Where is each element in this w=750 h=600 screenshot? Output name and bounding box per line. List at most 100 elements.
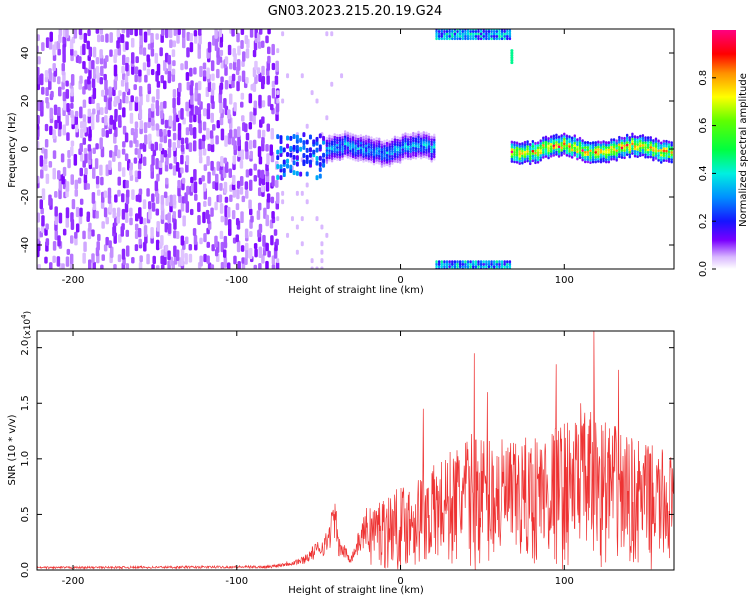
- heatmap-cell: [216, 161, 220, 171]
- heatmap-cell: [279, 139, 283, 145]
- heatmap-cell: [506, 262, 509, 266]
- heatmap-cell: [610, 155, 613, 159]
- heatmap-cell: [607, 153, 611, 157]
- heatmap-cell: [584, 141, 587, 145]
- heatmap-cell: [404, 139, 407, 143]
- heatmap-cell: [241, 115, 245, 122]
- heatmap-y-label: Frequency (Hz): [7, 112, 18, 188]
- heatmap-cell: [500, 32, 504, 36]
- heatmap-cell: [75, 223, 80, 233]
- heatmap-cell: [618, 155, 621, 159]
- heatmap-cell: [320, 266, 324, 269]
- heatmap-cell: [240, 39, 244, 49]
- heatmap-cell: [584, 157, 587, 161]
- heatmap-cell: [594, 141, 597, 145]
- heatmap-cell: [456, 32, 459, 36]
- heatmap-cell: [92, 261, 96, 269]
- heatmap-cell: [380, 145, 384, 149]
- heatmap-cell: [370, 160, 373, 164]
- heatmap-cell: [194, 35, 198, 44]
- heatmap-cell: [186, 31, 191, 42]
- heatmap-cell: [443, 34, 446, 38]
- heatmap-cell: [50, 90, 54, 98]
- heatmap-cell: [482, 29, 485, 33]
- heatmap-cell: [641, 146, 645, 150]
- heatmap-cell: [581, 156, 584, 160]
- heatmap-cell: [625, 148, 629, 152]
- heatmap-cell: [199, 255, 203, 267]
- heatmap-cell: [163, 128, 167, 136]
- heatmap-cell: [333, 149, 336, 153]
- heatmap-cell: [330, 149, 334, 153]
- heatmap-cell: [125, 56, 130, 64]
- heatmap-cell: [289, 152, 293, 158]
- heatmap-cell: [325, 31, 329, 37]
- heatmap-cell: [498, 29, 501, 33]
- heatmap-cell: [131, 64, 135, 75]
- heatmap-cell: [249, 230, 253, 238]
- heatmap-cell: [652, 139, 655, 143]
- heatmap-cell: [364, 144, 368, 148]
- heatmap-cell: [448, 260, 451, 264]
- heatmap-cell: [570, 155, 574, 159]
- heatmap-cell: [275, 192, 280, 204]
- heatmap-cell: [531, 154, 535, 158]
- heatmap-cell: [631, 135, 634, 139]
- heatmap-cell: [547, 153, 550, 157]
- heatmap-cell: [433, 133, 436, 137]
- heatmap-cell: [114, 194, 118, 203]
- heatmap-cell: [513, 160, 516, 164]
- heatmap-cell: [282, 168, 286, 174]
- heatmap-cell: [79, 106, 83, 119]
- heatmap-cell: [513, 145, 516, 149]
- heatmap-cell: [625, 138, 629, 142]
- heatmap-cell: [266, 153, 270, 165]
- heatmap-cell: [112, 119, 117, 130]
- heatmap-cell: [266, 46, 271, 55]
- heatmap-cell: [552, 134, 556, 138]
- heatmap-cell: [315, 216, 319, 222]
- heatmap-cell: [372, 160, 376, 164]
- heatmap-cell: [662, 139, 666, 143]
- heatmap-cell: [362, 159, 365, 163]
- heatmap-cell: [330, 152, 334, 156]
- heatmap-cell: [249, 208, 253, 216]
- heatmap-cell: [328, 149, 331, 153]
- heatmap-cell: [45, 223, 49, 230]
- heatmap-cell: [299, 137, 303, 143]
- heatmap-cell: [388, 154, 391, 158]
- heatmap-cell: [116, 149, 121, 159]
- heatmap-cell: [41, 188, 46, 201]
- heatmap-cell: [584, 143, 587, 147]
- heatmap-cell: [549, 140, 553, 144]
- heatmap-cell: [299, 146, 303, 152]
- heatmap-cell: [338, 150, 342, 154]
- heatmap-cell: [440, 32, 443, 36]
- heatmap-cell: [92, 147, 96, 155]
- heatmap-cell: [84, 79, 88, 90]
- heatmap-cell: [404, 132, 407, 136]
- heatmap-cell: [657, 144, 660, 148]
- heatmap-cell: [430, 135, 433, 139]
- heatmap-cell: [458, 260, 462, 264]
- heatmap-cell: [367, 140, 370, 144]
- heatmap-cell: [623, 146, 626, 150]
- heatmap-cell: [612, 157, 616, 161]
- heatmap-cell: [636, 138, 639, 142]
- heatmap-cell: [346, 138, 350, 142]
- heatmap-cell: [357, 139, 360, 143]
- heatmap-cell: [485, 32, 488, 36]
- heatmap-cell: [445, 29, 449, 33]
- heatmap-cell: [88, 96, 93, 105]
- heatmap-cell: [257, 169, 261, 178]
- heatmap-cell: [536, 155, 540, 159]
- heatmap-cell: [351, 147, 355, 151]
- heatmap-cell: [95, 210, 99, 219]
- heatmap-cell: [82, 230, 86, 240]
- heatmap-cell: [667, 143, 671, 147]
- heatmap-cell: [615, 158, 618, 162]
- heatmap-cell: [244, 189, 249, 199]
- heatmap-cell: [113, 263, 117, 269]
- heatmap-cell: [113, 79, 118, 91]
- heatmap-cell: [607, 145, 611, 149]
